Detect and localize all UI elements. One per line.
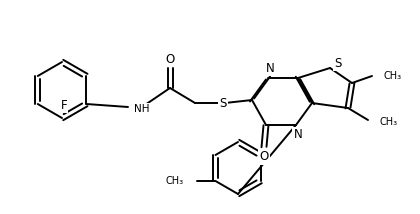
Text: N: N — [294, 128, 302, 141]
Text: O: O — [165, 52, 175, 65]
Text: CH₃: CH₃ — [384, 71, 402, 81]
Text: N: N — [265, 61, 274, 74]
Text: CH₃: CH₃ — [380, 117, 398, 127]
Text: S: S — [219, 97, 227, 110]
Text: F: F — [60, 98, 67, 111]
Text: CH₃: CH₃ — [165, 176, 184, 186]
Text: O: O — [260, 150, 269, 163]
Text: NH: NH — [134, 104, 150, 114]
Text: S: S — [334, 56, 342, 70]
